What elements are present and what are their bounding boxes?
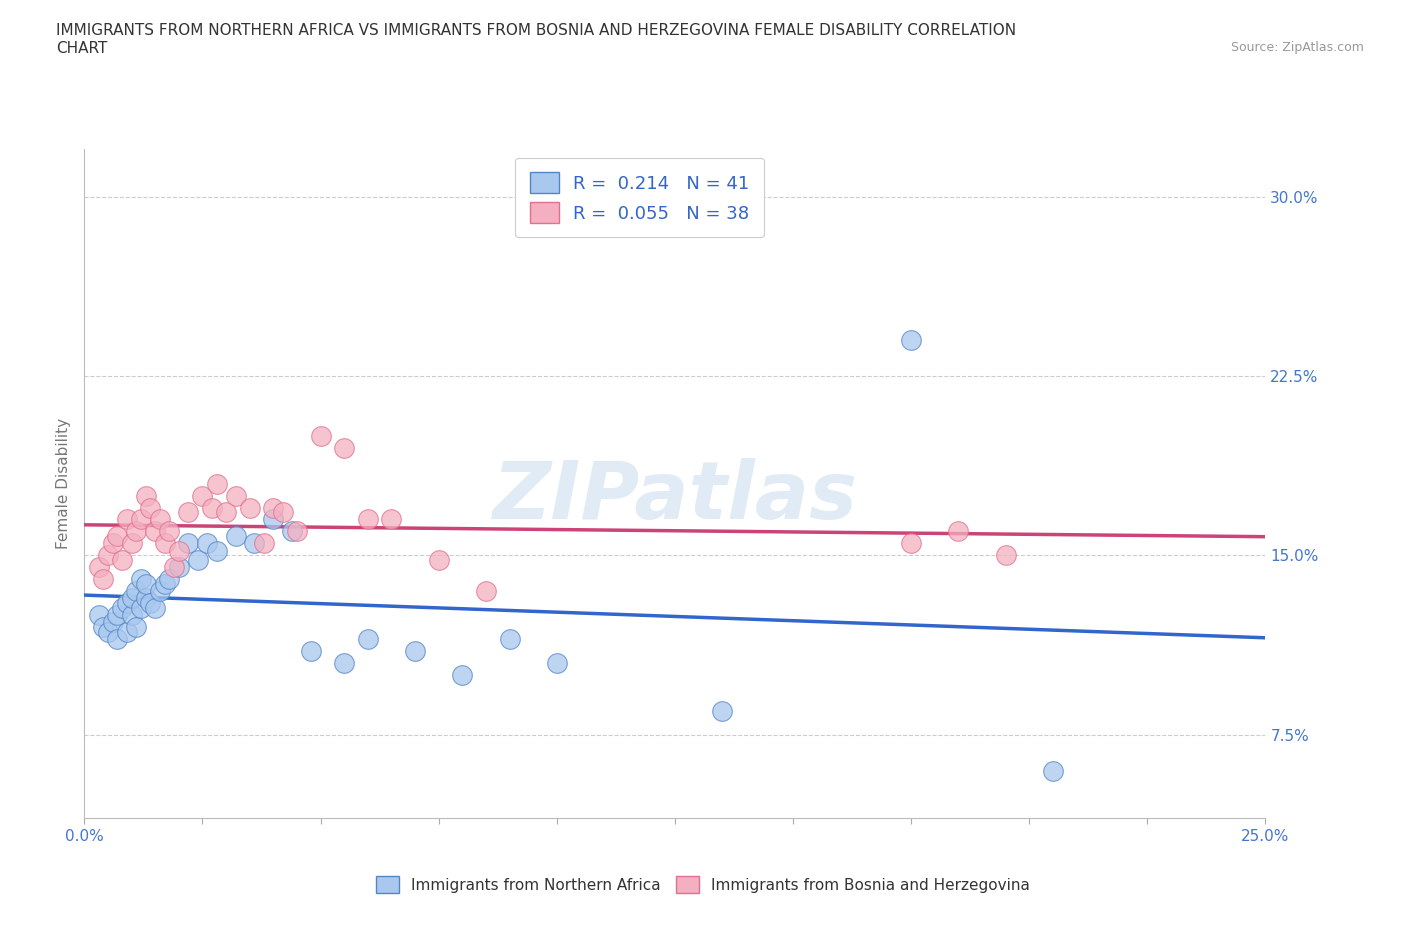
Point — [262, 512, 284, 527]
Point — [475, 584, 498, 599]
Point — [357, 512, 380, 527]
Point — [101, 536, 124, 551]
Point — [121, 591, 143, 605]
Point — [900, 333, 922, 348]
Point — [107, 631, 129, 646]
Text: CHART: CHART — [56, 41, 108, 56]
Point — [948, 524, 970, 538]
Point — [404, 644, 426, 658]
Point — [149, 512, 172, 527]
Point — [135, 577, 157, 591]
Point — [149, 584, 172, 599]
Point — [139, 500, 162, 515]
Point — [711, 703, 734, 718]
Point — [153, 577, 176, 591]
Point — [167, 560, 190, 575]
Point — [121, 536, 143, 551]
Point — [427, 552, 450, 567]
Point — [205, 543, 228, 558]
Point — [177, 505, 200, 520]
Point — [187, 552, 209, 567]
Point — [87, 607, 110, 622]
Point — [139, 596, 162, 611]
Point — [380, 512, 402, 527]
Point — [285, 524, 308, 538]
Point — [115, 512, 138, 527]
Point — [107, 529, 129, 544]
Point — [299, 644, 322, 658]
Y-axis label: Female Disability: Female Disability — [56, 418, 72, 549]
Point — [97, 548, 120, 563]
Point — [225, 488, 247, 503]
Point — [225, 529, 247, 544]
Point — [215, 505, 238, 520]
Point — [177, 536, 200, 551]
Point — [111, 552, 134, 567]
Point — [239, 500, 262, 515]
Point — [143, 524, 166, 538]
Point — [111, 601, 134, 616]
Point — [205, 476, 228, 491]
Point — [309, 429, 332, 444]
Legend: Immigrants from Northern Africa, Immigrants from Bosnia and Herzegovina: Immigrants from Northern Africa, Immigra… — [370, 870, 1036, 899]
Point — [281, 524, 304, 538]
Point — [201, 500, 224, 515]
Point — [87, 560, 110, 575]
Point — [91, 619, 114, 634]
Point — [129, 572, 152, 587]
Point — [107, 607, 129, 622]
Point — [498, 631, 520, 646]
Text: IMMIGRANTS FROM NORTHERN AFRICA VS IMMIGRANTS FROM BOSNIA AND HERZEGOVINA FEMALE: IMMIGRANTS FROM NORTHERN AFRICA VS IMMIG… — [56, 23, 1017, 38]
Point — [195, 536, 218, 551]
Point — [271, 505, 294, 520]
Point — [262, 500, 284, 515]
Point — [451, 668, 474, 683]
Point — [1042, 764, 1064, 778]
Point — [135, 488, 157, 503]
Point — [129, 601, 152, 616]
Point — [157, 572, 180, 587]
Point — [243, 536, 266, 551]
Point — [546, 656, 568, 671]
Point — [97, 624, 120, 639]
Text: Source: ZipAtlas.com: Source: ZipAtlas.com — [1230, 41, 1364, 54]
Point — [357, 631, 380, 646]
Point — [163, 560, 186, 575]
Point — [191, 488, 214, 503]
Text: ZIPatlas: ZIPatlas — [492, 458, 858, 536]
Point — [900, 536, 922, 551]
Point — [115, 596, 138, 611]
Point — [143, 601, 166, 616]
Point — [333, 656, 356, 671]
Point — [125, 584, 148, 599]
Point — [994, 548, 1017, 563]
Point — [125, 619, 148, 634]
Point — [167, 543, 190, 558]
Point — [157, 524, 180, 538]
Point — [101, 615, 124, 630]
Point — [135, 591, 157, 605]
Point — [125, 524, 148, 538]
Point — [129, 512, 152, 527]
Point — [253, 536, 276, 551]
Point — [115, 624, 138, 639]
Point — [121, 607, 143, 622]
Legend: R =  0.214   N = 41, R =  0.055   N = 38: R = 0.214 N = 41, R = 0.055 N = 38 — [515, 158, 763, 237]
Point — [333, 440, 356, 455]
Point — [91, 572, 114, 587]
Point — [153, 536, 176, 551]
